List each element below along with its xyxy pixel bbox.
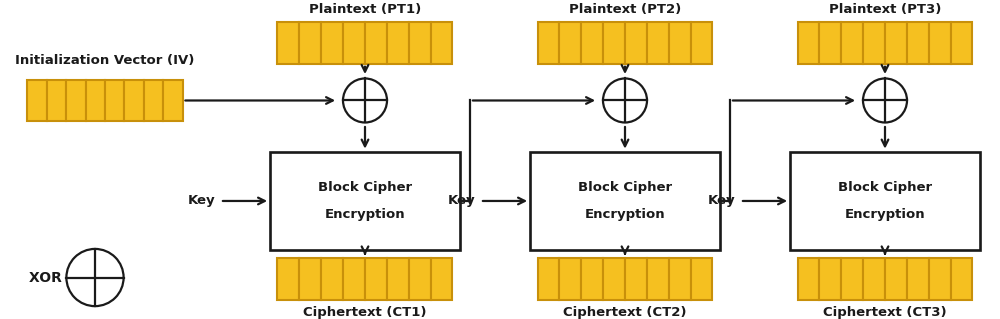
Bar xyxy=(343,22,365,64)
Bar xyxy=(431,22,452,64)
Ellipse shape xyxy=(343,78,387,122)
Text: Encryption: Encryption xyxy=(585,208,665,221)
Bar xyxy=(929,22,951,64)
Bar xyxy=(798,22,819,64)
Bar xyxy=(530,152,720,250)
Bar xyxy=(409,22,431,64)
Bar xyxy=(691,22,712,64)
Bar xyxy=(603,258,625,300)
Text: Encryption: Encryption xyxy=(845,208,925,221)
Text: Block Cipher: Block Cipher xyxy=(578,181,672,194)
Text: Ciphertext (CT3): Ciphertext (CT3) xyxy=(823,306,947,319)
Bar xyxy=(321,22,343,64)
Bar xyxy=(691,258,712,300)
Text: Key: Key xyxy=(187,195,215,207)
Text: Initialization Vector (IV): Initialization Vector (IV) xyxy=(15,54,195,67)
Text: Plaintext (PT3): Plaintext (PT3) xyxy=(829,3,941,16)
Bar xyxy=(105,80,124,121)
Text: Encryption: Encryption xyxy=(325,208,405,221)
Bar xyxy=(47,80,66,121)
Bar xyxy=(929,258,951,300)
Ellipse shape xyxy=(863,78,907,122)
Bar xyxy=(86,80,105,121)
Bar xyxy=(863,258,885,300)
Text: Plaintext (PT1): Plaintext (PT1) xyxy=(309,3,421,16)
Bar xyxy=(270,152,460,250)
Bar xyxy=(581,22,603,64)
Bar xyxy=(647,22,669,64)
Text: Ciphertext (CT1): Ciphertext (CT1) xyxy=(303,306,427,319)
Text: Block Cipher: Block Cipher xyxy=(838,181,932,194)
Bar xyxy=(343,258,365,300)
Bar xyxy=(625,258,647,300)
Bar xyxy=(625,22,647,64)
Bar xyxy=(907,22,929,64)
Bar xyxy=(559,22,581,64)
Bar xyxy=(951,22,972,64)
Text: Block Cipher: Block Cipher xyxy=(318,181,412,194)
Ellipse shape xyxy=(603,78,647,122)
Bar xyxy=(841,258,863,300)
Bar xyxy=(669,258,691,300)
Bar xyxy=(603,22,625,64)
Text: Key: Key xyxy=(447,195,475,207)
Bar xyxy=(431,258,452,300)
Bar xyxy=(798,258,819,300)
Text: Key: Key xyxy=(707,195,735,207)
Bar xyxy=(790,152,980,250)
Bar xyxy=(907,258,929,300)
Bar xyxy=(647,258,669,300)
Bar xyxy=(299,258,321,300)
Text: XOR =: XOR = xyxy=(29,271,83,285)
Bar xyxy=(669,22,691,64)
Bar xyxy=(365,258,387,300)
Bar xyxy=(409,258,431,300)
Bar xyxy=(559,258,581,300)
Bar xyxy=(365,22,387,64)
Text: Ciphertext (CT2): Ciphertext (CT2) xyxy=(563,306,687,319)
Bar xyxy=(277,22,299,64)
Bar xyxy=(144,80,163,121)
Bar xyxy=(581,258,603,300)
Text: Plaintext (PT2): Plaintext (PT2) xyxy=(569,3,681,16)
Bar xyxy=(321,258,343,300)
Bar xyxy=(863,22,885,64)
Bar xyxy=(124,80,144,121)
Bar xyxy=(163,80,182,121)
Bar xyxy=(841,22,863,64)
Bar xyxy=(387,22,409,64)
Bar xyxy=(885,22,907,64)
Bar xyxy=(538,258,559,300)
Bar xyxy=(819,258,841,300)
Bar xyxy=(951,258,972,300)
Bar xyxy=(819,22,841,64)
Bar xyxy=(387,258,409,300)
Bar xyxy=(66,80,86,121)
Bar xyxy=(277,258,299,300)
Bar xyxy=(538,22,559,64)
Ellipse shape xyxy=(66,249,124,306)
Bar xyxy=(299,22,321,64)
Bar xyxy=(885,258,907,300)
Bar xyxy=(27,80,47,121)
